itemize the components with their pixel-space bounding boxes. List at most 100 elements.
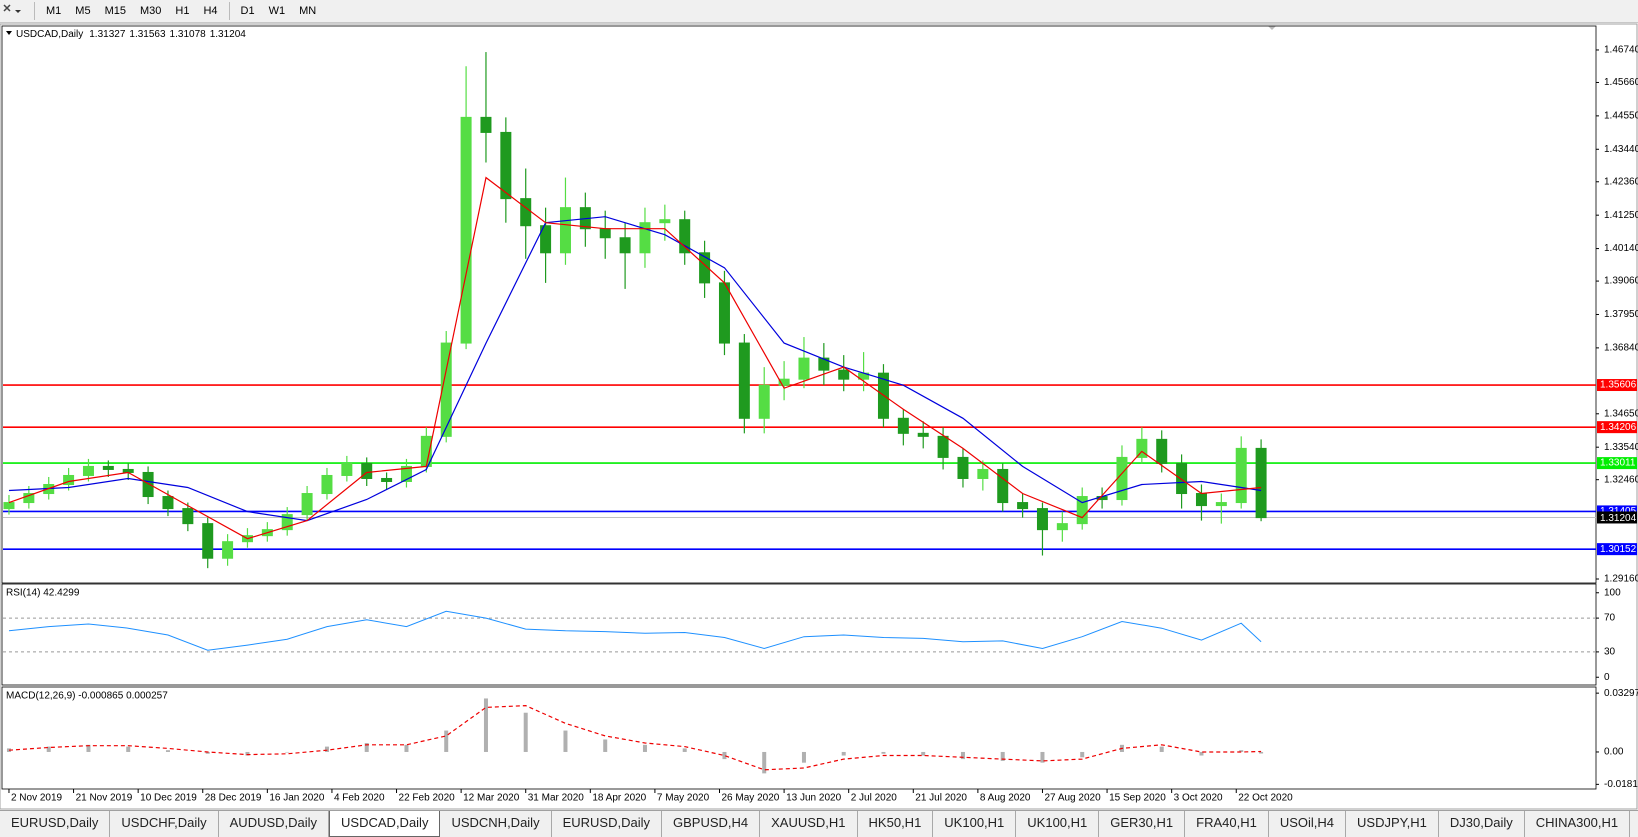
x-tick-label: 10 Dec 2019 [140, 793, 197, 804]
chart-tab[interactable]: USOil,H4 [1269, 811, 1347, 837]
pane-frame [1, 686, 1597, 790]
timeframe-button[interactable]: W1 [268, 5, 286, 17]
chart-tab[interactable]: UK100,H1 [1016, 811, 1100, 837]
x-tick-label: 18 Apr 2020 [592, 793, 646, 804]
x-tick-label: 15 Sep 2020 [1109, 793, 1166, 804]
pane-header: RSI(14) 42.4299 [6, 588, 80, 599]
y-tick-label: 70 [1604, 613, 1616, 624]
chart-window: 1.46740 1.45660 1.44550 1.43440 1.42360 1.412… [0, 23, 1638, 810]
candle-body [997, 468, 1009, 504]
chart-tab[interactable]: USDCHF,Daily [110, 811, 219, 837]
price-label-box [1597, 511, 1637, 524]
candle-body [1056, 523, 1068, 531]
candle-body [460, 116, 472, 344]
x-tick-label: 28 Dec 2019 [205, 793, 262, 804]
x-tick-label: 3 Oct 2020 [1174, 793, 1223, 804]
x-tick-label: 22 Oct 2020 [1238, 793, 1293, 804]
candle-body [639, 222, 651, 254]
chart-tab[interactable]: USDJPY,H1 [1346, 811, 1439, 837]
timeframe-button[interactable]: H4 [203, 5, 218, 17]
chart-tab[interactable]: XAUUSD,H1 [760, 811, 858, 837]
macd-bar [6, 748, 11, 752]
chart-tab[interactable]: FRA40,H1 [1185, 811, 1269, 837]
candle-body [381, 477, 393, 482]
chart-tab[interactable]: UK100,H1 [933, 811, 1017, 837]
candle-body [63, 474, 75, 486]
y-tick-label: 1.45660 [1604, 77, 1638, 88]
chart-tab[interactable]: EURUSD,Daily [552, 811, 662, 837]
macd-bar [404, 744, 409, 752]
rsi-line [8, 610, 1262, 651]
candle-body [818, 357, 830, 371]
y-tick-label: 0.032972 [1604, 688, 1638, 699]
timeframe-button[interactable]: M5 [75, 5, 91, 17]
level-label-box [1597, 421, 1637, 434]
candle-body [937, 435, 949, 458]
timeframe-button[interactable]: D1 [240, 5, 255, 17]
ohlc-value: 1.31204 [210, 29, 247, 40]
chart-tab[interactable]: GBPUSD,H4 [662, 811, 761, 837]
macd-bar [762, 751, 767, 774]
candle-body [102, 465, 114, 470]
candle-body [222, 541, 234, 559]
candle-body [718, 282, 730, 344]
y-tick-label: 1.39060 [1604, 276, 1638, 287]
chart-tab[interactable]: CHINA300,H1 [1525, 811, 1631, 837]
macd-bar [523, 712, 528, 752]
timeframe-button[interactable]: M15 [104, 5, 126, 17]
y-tick-label: 1.32460 [1604, 474, 1638, 485]
pane-plot [6, 698, 1264, 774]
x-tick-label: 26 May 2020 [722, 793, 780, 804]
candle-body [758, 384, 770, 419]
chart-tab[interactable]: DJ30,Daily [1439, 811, 1525, 837]
x-tick-label: 13 Jun 2020 [786, 793, 841, 804]
y-tick-label: 1.44550 [1604, 111, 1638, 122]
candle-body [1036, 508, 1048, 531]
y-tick-label: 0 [1604, 672, 1610, 683]
chart-tab[interactable]: AUDUSD,Daily [219, 811, 330, 837]
candle-body [281, 514, 293, 531]
macd-bar [1239, 750, 1244, 752]
separator [228, 2, 230, 20]
x-tick-label: 21 Nov 2019 [76, 793, 133, 804]
chart-tab[interactable]: EURUSD,Daily [0, 811, 111, 837]
candle-body [23, 493, 35, 504]
timeframe-button[interactable]: MN [299, 5, 317, 17]
pane-plot [3, 610, 1596, 653]
candle-body [361, 462, 373, 479]
candle-body [917, 432, 929, 437]
macd-bar [642, 744, 647, 752]
ohlc-value: 1.31563 [129, 29, 166, 40]
y-tick-label: 1.29160 [1604, 574, 1638, 585]
macd-bar [444, 730, 449, 752]
candle-body [699, 252, 711, 284]
macd-bar [165, 750, 170, 752]
chart-tab[interactable]: USDCNH,Daily [440, 811, 552, 837]
level-label: 1.30152 [1600, 544, 1637, 555]
timeframe-button[interactable]: M30 [139, 5, 162, 17]
timeframe-button[interactable]: H1 [175, 5, 190, 17]
chart-tab[interactable]: HK50,H1 [858, 811, 934, 837]
chart-tab[interactable]: USDCAD,Daily [329, 811, 441, 837]
cursor-icon[interactable] [0, 1, 30, 21]
candle-body [1156, 438, 1168, 464]
chart-tab[interactable]: GER30,H1 [1099, 811, 1186, 837]
timeframe-button[interactable]: M1 [46, 5, 62, 17]
macd-bar [722, 751, 727, 760]
chart-tab[interactable]: USOil,H1 [1630, 811, 1638, 837]
candle-body [798, 357, 810, 380]
y-tick-label: 0.00 [1604, 747, 1624, 758]
x-tick-label: 22 Feb 2020 [399, 793, 456, 804]
y-tick-label: 1.46740 [1604, 45, 1638, 56]
y-tick-label: 1.36840 [1604, 343, 1638, 354]
macd-bar [563, 730, 568, 752]
candle-body [599, 228, 611, 239]
pane-frame [1, 583, 1597, 686]
candle-body [957, 456, 969, 479]
x-tick-label: 7 May 2020 [657, 793, 710, 804]
level-label: 1.34206 [1600, 422, 1637, 433]
level-label-box [1597, 379, 1637, 392]
candle-body [480, 116, 492, 133]
x-tick-label: 4 Feb 2020 [334, 793, 385, 804]
